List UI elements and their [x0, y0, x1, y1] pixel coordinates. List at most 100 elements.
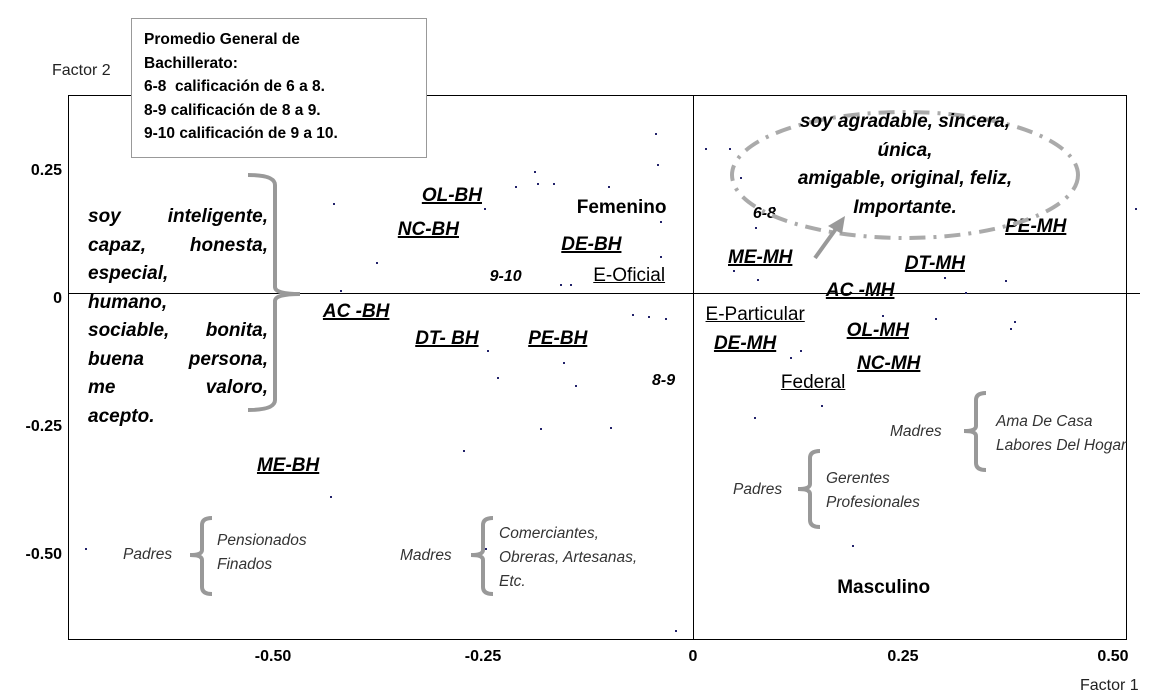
data-point	[340, 289, 343, 292]
legend-box: Promedio General de Bachillerato: 6-8 ca…	[131, 18, 427, 158]
data-point	[704, 147, 707, 150]
occupation-item: Obreras, Artesanas,	[499, 549, 638, 566]
y-tick-label: 0.25	[30, 162, 62, 179]
x-tick-label: -0.25	[464, 648, 502, 665]
data-point	[332, 203, 335, 206]
annotation-line: me valoro,	[88, 377, 268, 398]
annotation-line: soy agradable, sincera,	[799, 111, 1011, 132]
point-label: E-Particular	[705, 303, 805, 325]
data-point	[330, 496, 333, 499]
bracket-madres-2	[963, 391, 987, 472]
data-point	[656, 163, 659, 166]
occupation-item: Etc.	[499, 573, 526, 590]
data-point	[729, 147, 732, 150]
data-point	[462, 450, 465, 453]
data-point	[660, 221, 663, 224]
data-point	[1009, 328, 1012, 331]
data-point	[799, 350, 802, 353]
data-point	[1013, 320, 1016, 323]
point-label: Femenino	[576, 196, 667, 218]
data-point	[608, 185, 611, 188]
occupation-item: Finados	[217, 556, 273, 573]
point-label: ME-MH	[727, 247, 793, 269]
point-label: 8-9	[652, 371, 676, 389]
x-tick-label: -0.50	[254, 648, 292, 665]
data-point	[851, 545, 854, 548]
data-point	[904, 268, 907, 271]
x-zero-axis	[68, 293, 1140, 294]
data-point	[84, 547, 87, 550]
bracket-madres-1	[470, 516, 494, 596]
left-annotation: soy inteligente, capaz, honesta, especia…	[88, 203, 268, 431]
point-label: AC -BH	[322, 300, 390, 322]
x-tick-label: 0	[688, 648, 698, 665]
annotation-line: capaz, honesta,	[88, 234, 268, 256]
point-label: NC-MH	[857, 353, 921, 374]
data-point	[376, 262, 379, 265]
data-point	[570, 284, 573, 287]
data-point	[540, 428, 543, 430]
x-tick-label: 0.25	[887, 648, 919, 665]
data-point	[647, 315, 650, 318]
data-point	[665, 317, 668, 320]
left-bracket	[247, 173, 301, 412]
data-point	[772, 206, 775, 209]
occupation-group-label: Padres	[733, 481, 783, 498]
occupation-group-label: Madres	[890, 423, 942, 440]
data-point	[1004, 280, 1007, 283]
point-label: DE-BH	[561, 234, 622, 256]
point-label: DE-MH	[713, 333, 777, 355]
occupation-item: Profesionales	[826, 494, 920, 511]
point-label: DT-MH	[904, 253, 965, 275]
data-point	[560, 284, 563, 287]
annotation-line: humano,	[88, 291, 168, 313]
data-point	[944, 276, 947, 279]
data-point	[675, 630, 678, 633]
data-point	[660, 255, 663, 258]
point-label: OL-MH	[846, 320, 909, 342]
occupation-group-label: Padres	[123, 546, 173, 563]
bracket-padres-2	[797, 449, 821, 529]
arrow-shaft	[813, 224, 840, 260]
point-label: 6-8	[752, 204, 776, 222]
ellipse-outline	[730, 110, 1080, 240]
occupation-item: Gerentes	[826, 470, 890, 487]
y-tick-label: -0.50	[25, 546, 62, 563]
data-point	[483, 207, 486, 210]
occupation-item: Comerciantes,	[499, 525, 599, 542]
arrow-head	[828, 216, 845, 234]
data-point	[628, 269, 631, 272]
data-point	[756, 279, 759, 281]
data-point	[484, 547, 487, 550]
legend-line: 8-9 calificación de 8 a 9.	[144, 101, 321, 119]
annotation-line: especial,	[88, 263, 169, 284]
occupation-item: Labores Del Hogar	[996, 437, 1127, 454]
data-point	[575, 384, 578, 387]
occupation-item: Ama De Casa	[996, 413, 1093, 430]
point-label: Masculino	[837, 577, 931, 598]
point-label: AC -MH	[825, 279, 895, 301]
annotation-line: acepto.	[88, 405, 155, 427]
data-point	[934, 317, 937, 320]
point-label: NC-BH	[397, 218, 459, 240]
occupation-item: Pensionados	[217, 532, 307, 549]
annotation-line: única,	[877, 139, 933, 161]
annotation-line: buena persona,	[88, 348, 268, 370]
data-point	[534, 170, 537, 173]
point-label: 9-10	[489, 267, 522, 285]
bracket-padres-1	[189, 516, 213, 596]
legend-line: 6-8 calificación de 6 a 8.	[144, 78, 325, 95]
data-point	[514, 185, 517, 188]
occupation-items: Ama De Casa Labores Del Hogar	[996, 410, 1126, 458]
y-tick-label: 0	[53, 290, 62, 307]
data-point	[1134, 207, 1137, 210]
y-tick-label: -0.25	[25, 418, 62, 435]
ellipse-annotation: soy agradable, sincera, única, amigable,…	[760, 108, 1050, 222]
y-axis-title: Factor 2	[52, 62, 111, 79]
data-point	[655, 133, 658, 136]
point-label: OL-BH	[421, 185, 482, 207]
data-point	[755, 226, 758, 229]
plot-area	[68, 95, 1127, 640]
